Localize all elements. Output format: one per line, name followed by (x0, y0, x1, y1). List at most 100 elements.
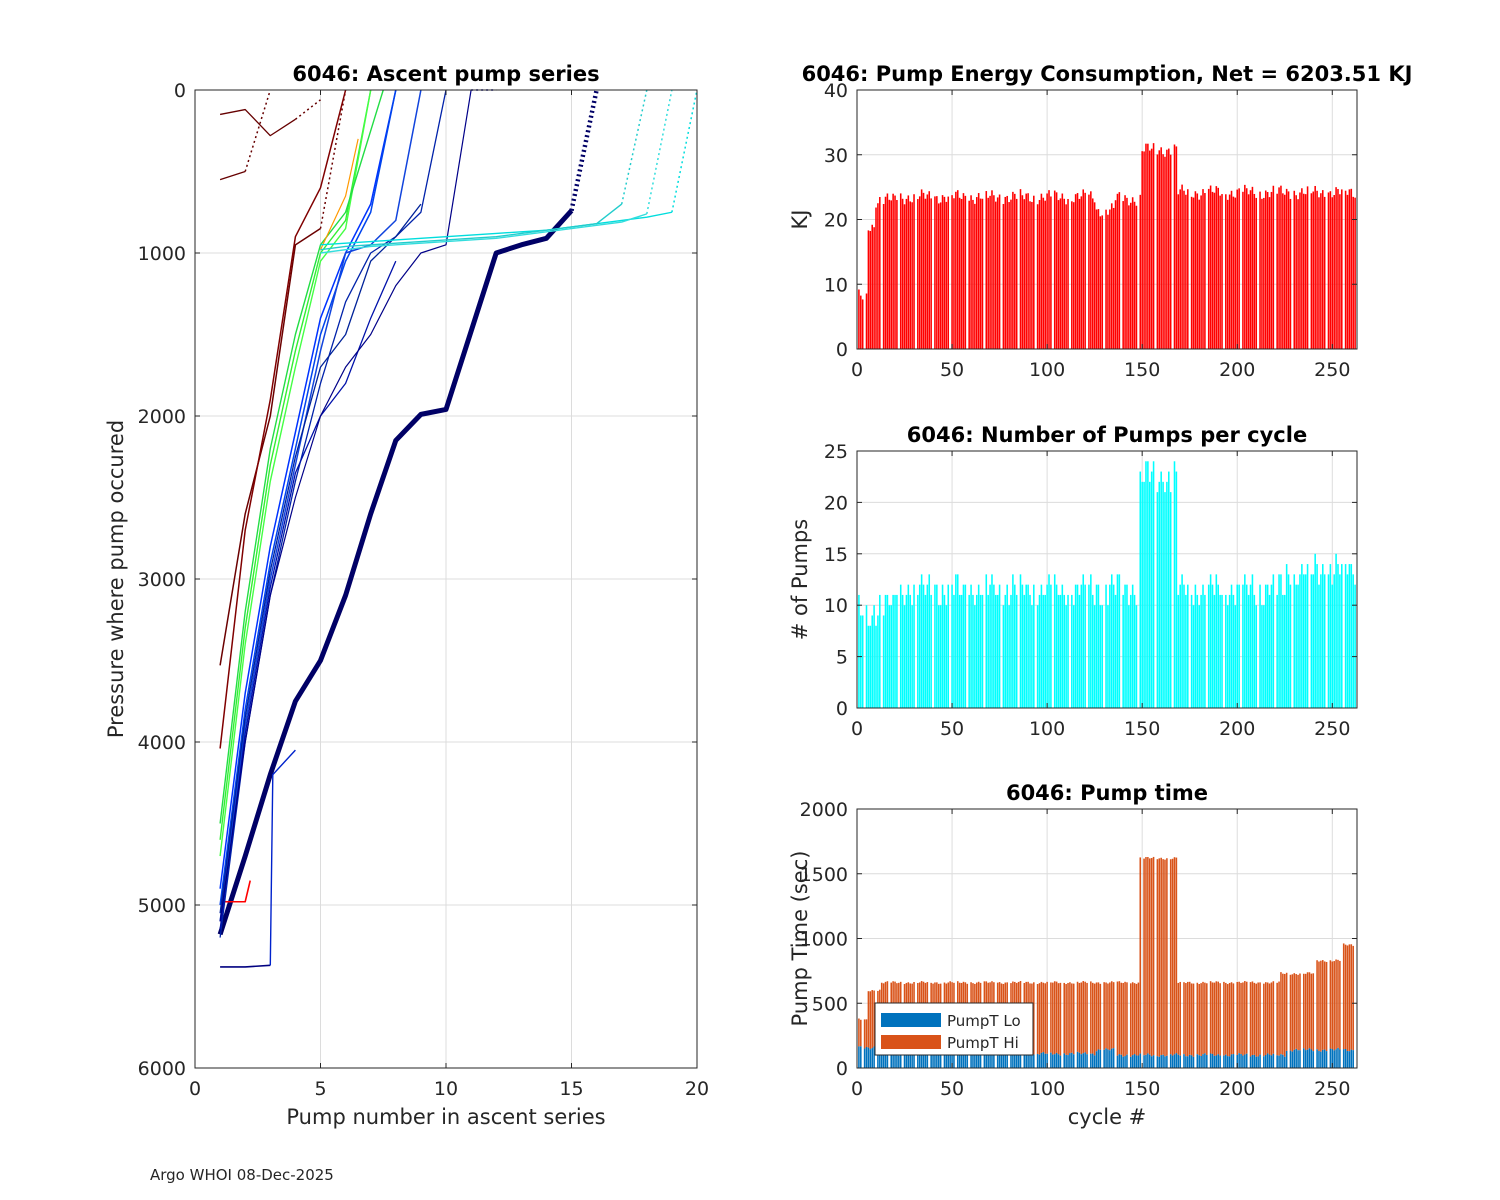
series-dotted-cyan-1 (671, 89, 698, 213)
bar (1029, 201, 1031, 349)
bar-lo (1322, 1049, 1324, 1068)
bar (1097, 584, 1100, 708)
bar (1187, 189, 1189, 349)
bar (1185, 194, 1187, 349)
bar (1190, 594, 1193, 708)
bar (1023, 594, 1026, 708)
bar (1192, 197, 1195, 349)
bar-hi (1209, 981, 1212, 1054)
x-tick-label: 150 (1124, 1078, 1160, 1100)
bar-hi (1293, 973, 1296, 1050)
legend: PumpT Lo PumpT Hi (874, 1002, 1034, 1056)
bar-hi (1198, 984, 1200, 1056)
bar-hi (1282, 973, 1284, 1055)
bar (1304, 574, 1307, 708)
bar (981, 198, 984, 349)
bar (1280, 185, 1282, 349)
bar-hi (1335, 959, 1337, 1050)
bar (1261, 605, 1263, 708)
bar (1268, 197, 1271, 349)
bar (1335, 187, 1337, 349)
bar (913, 584, 915, 708)
bar (1038, 199, 1041, 349)
bar-lo (1143, 1055, 1145, 1068)
bar (1255, 605, 1258, 708)
bar (1065, 605, 1067, 708)
bar (1217, 584, 1219, 708)
bar (1299, 192, 1301, 349)
bar (1238, 188, 1240, 349)
bar-lo (867, 1047, 870, 1068)
bar-lo (860, 1046, 862, 1068)
bar-lo (1308, 1048, 1311, 1068)
bar-hi (873, 990, 875, 1047)
bar (1150, 471, 1153, 708)
bar-lo (998, 1053, 1001, 1068)
bar (1091, 198, 1094, 349)
bar (1270, 191, 1273, 349)
bar-hi (1190, 983, 1193, 1056)
bar (1124, 195, 1126, 349)
bar-hi (871, 990, 873, 1049)
bar-lo (1196, 1054, 1199, 1068)
bar-hi (1122, 982, 1124, 1057)
bar (937, 605, 940, 708)
bar-hi (1135, 983, 1138, 1056)
bar-lo (1065, 1054, 1067, 1068)
bar (1228, 194, 1231, 349)
bar (1059, 594, 1062, 708)
series-line-orange-1 (319, 138, 359, 250)
bar (928, 191, 931, 349)
bar-hi (1219, 983, 1221, 1056)
bar-lo (1270, 1055, 1273, 1068)
bar-lo (1282, 1054, 1284, 1068)
bar (1160, 471, 1162, 708)
series-line-green-3 (219, 89, 384, 824)
bar (905, 594, 908, 708)
bar-lo (1072, 1054, 1075, 1068)
bar-hi (865, 1019, 868, 1047)
bar-lo (1162, 1054, 1164, 1068)
bar (1019, 574, 1022, 708)
bar (934, 584, 936, 708)
bar (1287, 191, 1290, 349)
bar (1006, 584, 1008, 708)
bar-hi (1306, 972, 1309, 1050)
bar-lo (1325, 1051, 1328, 1068)
bar (1129, 594, 1132, 708)
bar (1341, 189, 1343, 349)
bar-lo (1304, 1050, 1307, 1068)
bar (1004, 594, 1007, 708)
bar (1200, 594, 1202, 708)
bar (1099, 216, 1102, 349)
bar (1101, 605, 1104, 708)
bar-lo (1082, 1053, 1085, 1068)
bar-lo (920, 1053, 923, 1068)
bar-hi (1318, 961, 1320, 1052)
bar-hi (1040, 981, 1043, 1053)
legend-label: PumpT Hi (947, 1034, 1019, 1052)
bar-hi (1156, 859, 1159, 1057)
bar (1055, 584, 1058, 708)
bar-lo (1015, 1053, 1018, 1068)
bar-hi (1346, 945, 1349, 1052)
y-tick-label: 0 (836, 339, 848, 361)
bar (1238, 584, 1240, 708)
bar (1078, 594, 1081, 708)
bar (1215, 574, 1218, 708)
bar (1337, 189, 1339, 349)
bar (1129, 202, 1132, 349)
bar (964, 195, 967, 349)
bar (1002, 605, 1005, 708)
bar-lo (1129, 1056, 1132, 1068)
bar (934, 196, 936, 349)
x-tick-label: 200 (1219, 359, 1255, 381)
bar-lo (892, 1054, 894, 1068)
bar (1247, 194, 1250, 349)
bar (1067, 198, 1069, 349)
bar (996, 197, 999, 349)
bar-hi (1302, 973, 1305, 1049)
bar (1107, 214, 1109, 349)
bar-hi (1257, 982, 1259, 1057)
